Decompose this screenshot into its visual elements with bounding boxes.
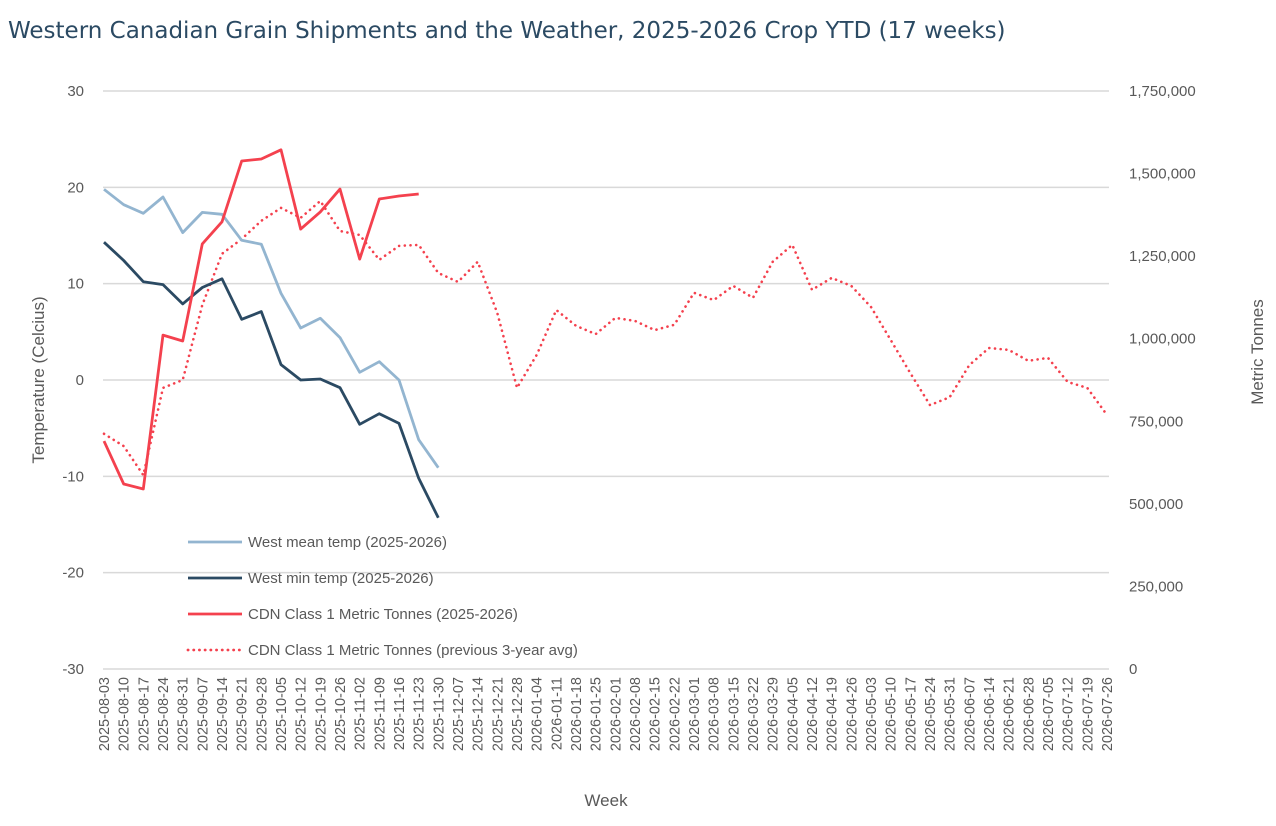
x-tick-label: 2026-01-11 bbox=[549, 677, 565, 750]
gridlines bbox=[103, 90, 1109, 670]
x-tick-label: 2025-08-24 bbox=[156, 677, 172, 751]
x-tick-label: 2026-02-15 bbox=[648, 677, 664, 751]
y-left-tick-label: -20 bbox=[62, 565, 84, 582]
y-right-tick-label: 1,250,000 bbox=[1129, 248, 1196, 265]
series-line-0 bbox=[103, 188, 440, 469]
x-tick-label: 2026-03-08 bbox=[707, 677, 723, 751]
x-tick-label: 2025-10-19 bbox=[313, 677, 329, 751]
x-tick-label: 2026-04-12 bbox=[805, 677, 821, 751]
x-tick-label: 2026-05-31 bbox=[943, 677, 959, 751]
x-tick-label: 2026-06-21 bbox=[1002, 677, 1018, 751]
x-tick-label: 2025-12-14 bbox=[471, 677, 487, 751]
x-tick-label: 2026-05-17 bbox=[903, 677, 919, 751]
x-tick-label: 2025-09-14 bbox=[215, 677, 231, 751]
x-tick-label: 2025-11-09 bbox=[372, 677, 388, 750]
x-tick-label: 2026-02-01 bbox=[608, 677, 624, 751]
y-axis-right: 1,750,000 1,500,000 1,250,000 1,000,000 750,… bbox=[1129, 83, 1196, 678]
x-tick-label: 2026-07-19 bbox=[1080, 677, 1096, 751]
legend-label: CDN Class 1 Metric Tonnes (previous 3-ye… bbox=[248, 642, 578, 659]
x-tick-label: 2026-03-01 bbox=[687, 677, 703, 751]
x-tick-label: 2025-10-12 bbox=[294, 677, 310, 751]
x-tick-label: 2026-01-18 bbox=[569, 677, 585, 751]
y-left-tick-label: 20 bbox=[67, 179, 84, 196]
legend-label: CDN Class 1 Metric Tonnes (2025-2026) bbox=[248, 606, 518, 623]
chart-title: Western Canadian Grain Shipments and the… bbox=[8, 18, 1006, 44]
x-tick-label: 2026-04-05 bbox=[785, 677, 801, 751]
x-tick-label: 2026-05-10 bbox=[884, 677, 900, 751]
legend-label: West min temp (2025-2026) bbox=[248, 570, 434, 587]
x-tick-label: 2026-02-22 bbox=[667, 677, 683, 751]
x-axis-label: Week bbox=[584, 791, 628, 810]
x-tick-label: 2025-10-05 bbox=[274, 677, 290, 751]
y-right-tick-label: 0 bbox=[1129, 661, 1137, 678]
x-tick-label: 2026-07-05 bbox=[1041, 677, 1057, 751]
x-tick-label: 2025-11-02 bbox=[353, 677, 369, 750]
y-right-tick-label: 750,000 bbox=[1129, 413, 1183, 430]
x-tick-label: 2025-11-16 bbox=[392, 677, 408, 750]
legend: West mean temp (2025-2026) West min temp … bbox=[186, 534, 578, 659]
x-tick-label: 2025-09-28 bbox=[254, 677, 270, 751]
series-line-2 bbox=[102, 148, 419, 491]
x-tick-label: 2025-08-31 bbox=[176, 677, 192, 751]
x-tick-label: 2026-06-14 bbox=[982, 677, 998, 751]
y-left-tick-label: 10 bbox=[67, 276, 84, 293]
x-tick-label: 2025-08-03 bbox=[97, 677, 113, 751]
x-tick-label: 2025-08-17 bbox=[136, 677, 152, 751]
series-line-3 bbox=[102, 199, 1109, 477]
y-right-tick-label: 1,500,000 bbox=[1129, 166, 1196, 183]
x-tick-label: 2026-06-07 bbox=[962, 677, 978, 751]
x-tick-label: 2026-03-22 bbox=[746, 677, 762, 751]
x-tick-label: 2026-04-26 bbox=[844, 677, 860, 751]
x-tick-label: 2025-09-21 bbox=[235, 677, 251, 751]
y-left-tick-label: -30 bbox=[62, 661, 84, 678]
x-tick-label: 2025-09-07 bbox=[195, 677, 211, 751]
x-tick-label: 2025-11-23 bbox=[412, 677, 428, 750]
x-axis: 2025-08-03 2025-08-10 2025-08-17 2025-08-24… bbox=[97, 677, 1116, 751]
x-tick-label: 2025-12-28 bbox=[510, 677, 526, 751]
x-tick-label: 2025-12-21 bbox=[490, 677, 506, 751]
y-left-tick-label: -10 bbox=[62, 468, 84, 485]
x-tick-label: 2025-12-07 bbox=[451, 677, 467, 751]
y-axis-left: 30 20 10 0 -10 -20 -30 bbox=[62, 83, 84, 678]
x-tick-label: 2026-03-15 bbox=[726, 677, 742, 751]
x-tick-label: 2026-07-12 bbox=[1061, 677, 1077, 751]
legend-label: West mean temp (2025-2026) bbox=[248, 534, 447, 551]
y-right-tick-label: 250,000 bbox=[1129, 578, 1183, 595]
y-right-tick-label: 500,000 bbox=[1129, 496, 1183, 513]
x-tick-label: 2026-05-24 bbox=[923, 677, 939, 751]
series-line-1 bbox=[103, 241, 440, 519]
series-lines bbox=[102, 148, 1109, 519]
x-tick-label: 2025-11-30 bbox=[431, 677, 447, 750]
y-left-tick-label: 30 bbox=[67, 83, 84, 100]
y-axis-right-label: Metric Tonnes bbox=[1248, 299, 1267, 405]
x-tick-label: 2026-04-19 bbox=[825, 677, 841, 751]
y-right-tick-label: 1,750,000 bbox=[1129, 83, 1196, 100]
x-tick-label: 2026-02-08 bbox=[628, 677, 644, 751]
x-tick-label: 2025-08-10 bbox=[117, 677, 133, 751]
x-tick-label: 2025-10-26 bbox=[333, 677, 349, 751]
x-tick-label: 2026-01-25 bbox=[589, 677, 605, 751]
x-tick-label: 2026-01-04 bbox=[530, 677, 546, 751]
x-tick-label: 2026-06-28 bbox=[1021, 677, 1037, 751]
y-left-tick-label: 0 bbox=[76, 372, 84, 389]
y-right-tick-label: 1,000,000 bbox=[1129, 331, 1196, 348]
x-tick-label: 2026-07-26 bbox=[1100, 677, 1116, 751]
x-tick-label: 2026-05-03 bbox=[864, 677, 880, 751]
y-axis-left-label: Temperature (Celcius) bbox=[29, 296, 48, 463]
x-tick-label: 2026-03-29 bbox=[766, 677, 782, 751]
